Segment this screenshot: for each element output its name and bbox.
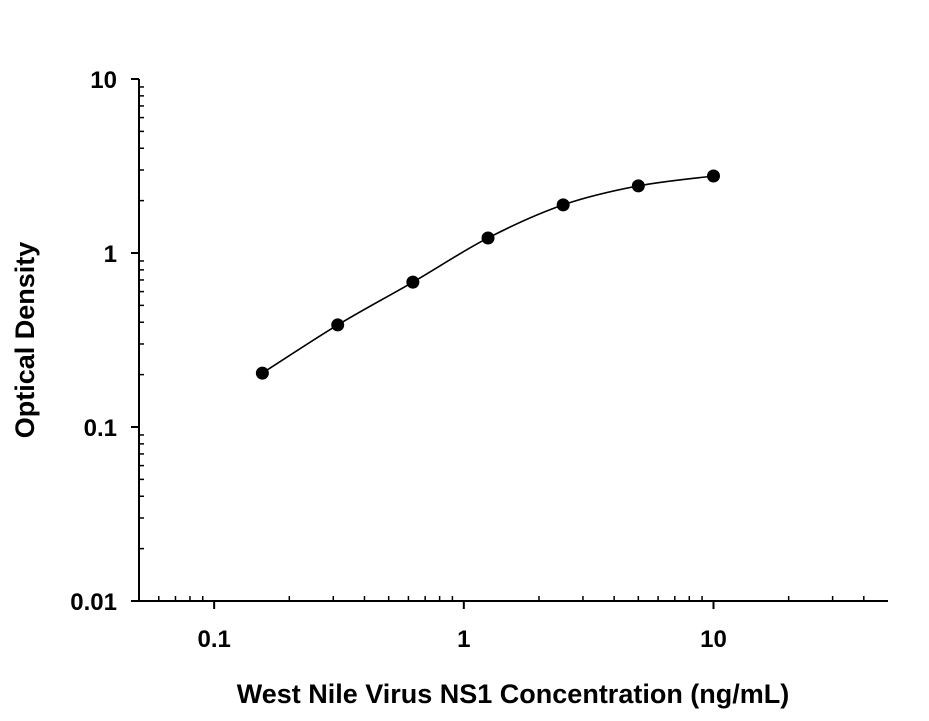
y-tick-label: 1 xyxy=(104,241,117,268)
x-axis-label: West Nile Virus NS1 Concentration (ng/mL… xyxy=(237,679,790,709)
data-point xyxy=(406,275,420,289)
data-point xyxy=(331,318,345,332)
data-point xyxy=(255,366,269,380)
y-axis-label: Optical Density xyxy=(10,242,40,439)
y-tick-label: 0.01 xyxy=(70,589,117,616)
x-tick-label: 0.1 xyxy=(197,626,230,653)
x-tick-label: 10 xyxy=(700,626,727,653)
y-tick-label: 0.1 xyxy=(84,415,117,442)
data-point xyxy=(706,169,720,183)
data-point xyxy=(481,231,495,245)
data-point xyxy=(556,198,570,212)
fit-curve xyxy=(261,175,714,374)
axes xyxy=(131,78,888,609)
y-tick-label: 10 xyxy=(90,67,117,94)
data-point xyxy=(631,179,645,193)
data-points xyxy=(255,169,720,380)
tick-labels: 0.01 0.1 1 10 0.1 1 10 xyxy=(70,67,727,653)
x-tick-label: 1 xyxy=(457,626,470,653)
